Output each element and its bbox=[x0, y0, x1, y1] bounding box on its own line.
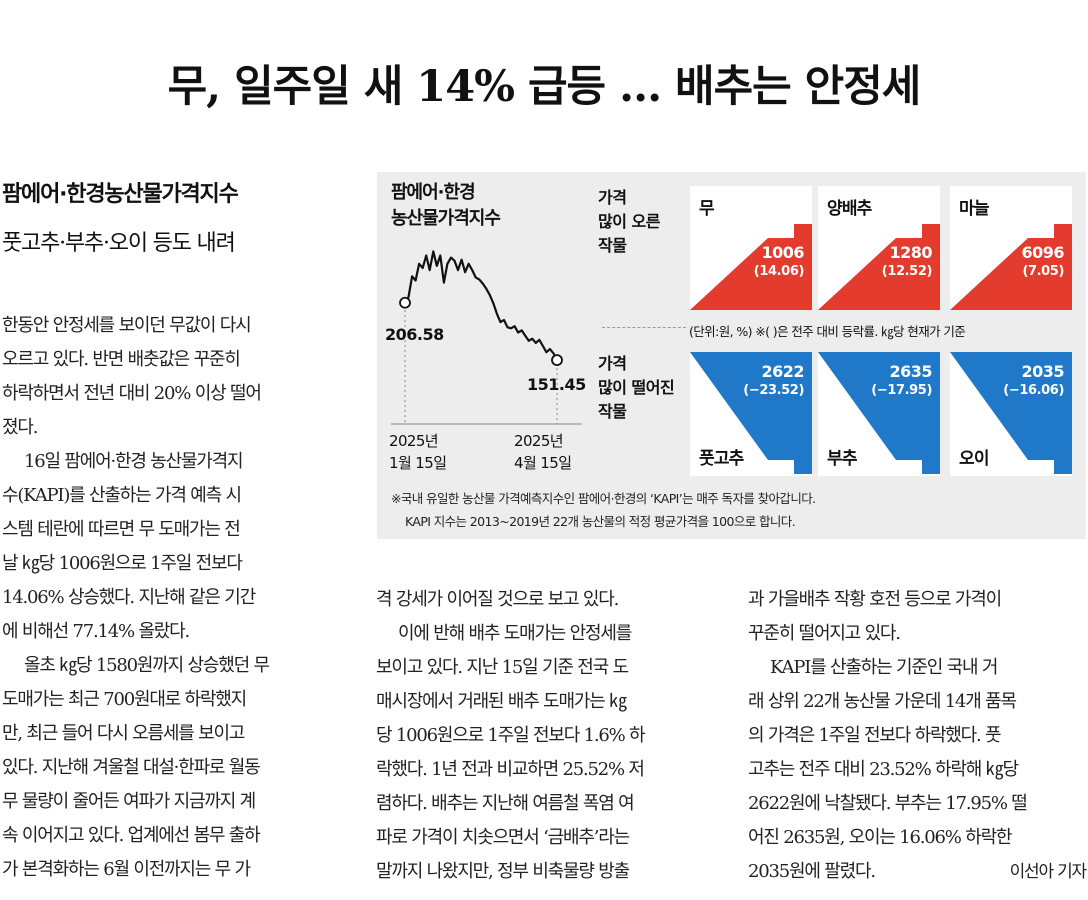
article-line: 락했다. 1년 전과 비교하면 25.52% 저 bbox=[376, 759, 645, 780]
crop-name: 풋고추 bbox=[699, 449, 744, 469]
article-line: 16일 팜에어·한경 농산물가격지 bbox=[24, 451, 244, 472]
price-value: 1280 (12.52) bbox=[881, 243, 933, 281]
article-line: 꾸준히 떨어지고 있다. bbox=[748, 623, 901, 644]
article-line: 속 이어지고 있다. 업계에선 봄무 출하 bbox=[2, 825, 261, 846]
article-line: 하락하면서 전년 대비 20% 이상 떨어 bbox=[2, 383, 262, 404]
price-value: 2635 (−17.95) bbox=[871, 362, 932, 400]
article-line: 2035원에 팔렸다. 이선아 기자 bbox=[748, 855, 1088, 889]
up-arrow-icon bbox=[818, 224, 940, 310]
chart-title: 팜에어·한경 농산물가격지수 bbox=[391, 182, 501, 229]
weekly-change: (−16.06) bbox=[1003, 383, 1064, 398]
price-value: 6096 (7.05) bbox=[1021, 243, 1064, 281]
fall-card-3: 오이 2035 (−16.06) bbox=[950, 352, 1072, 476]
article-line: 14.06% 상승했다. 지난해 같은 기간 bbox=[2, 587, 256, 608]
subheadline-index: 팜에어·한경농산물가격지수 bbox=[2, 182, 239, 207]
weekly-change: (12.52) bbox=[881, 264, 933, 279]
article-line: 매시장에서 거래된 배추 도매가는 ㎏ bbox=[376, 691, 627, 712]
article-line: 만, 최근 들어 다시 오름세를 보이고 bbox=[2, 723, 245, 744]
fall-card-2: 부추 2635 (−17.95) bbox=[818, 352, 940, 476]
crop-name: 무 bbox=[699, 199, 715, 219]
article-line: 당 1006원으로 1주일 전보다 1.6% 하 bbox=[376, 725, 646, 746]
article-line: 과 가을배추 작황 호전 등으로 가격이 bbox=[748, 589, 1002, 610]
article-line: 한동안 안정세를 보이던 무값이 다시 bbox=[2, 315, 252, 336]
index-series-line bbox=[404, 250, 558, 361]
article-line: 렴하다. 배추는 지난해 여름철 폭염 여 bbox=[376, 793, 635, 814]
reporter-byline: 이선아 기자 bbox=[1009, 862, 1088, 882]
unit-note: (단위:원, %) ※( )은 전주 대비 등락률. ㎏당 현재가 기준 bbox=[689, 324, 966, 339]
price: 1280 bbox=[889, 243, 932, 262]
article-line: 가 본격화하는 6월 이전까지는 무 가 bbox=[2, 859, 251, 880]
article-line: 있다. 지난해 겨울철 대설·한파로 월동 bbox=[2, 757, 261, 778]
article-line: 보이고 있다. 지난 15일 기준 전국 도 bbox=[376, 657, 629, 678]
article-line: 2622원에 낙찰됐다. 부추는 17.95% 떨 bbox=[748, 793, 1028, 814]
article-line: 도매가는 최근 700원대로 하락했지 bbox=[2, 689, 247, 710]
article-line: 의 가격은 1주일 전보다 하락했다. 풋 bbox=[748, 725, 1002, 746]
footnote-1: ※국내 유일한 농산물 가격예측지수인 팜에어·한경의 ‘KAPI’는 매주 독… bbox=[391, 491, 816, 506]
start-point-marker bbox=[399, 296, 411, 309]
article-line: 래 상위 22개 농산물 가운데 14개 품목 bbox=[748, 691, 1017, 712]
article-line: 에 비해선 77.14% 올랐다. bbox=[2, 621, 190, 642]
start-date-label: 2025년 1월 15일 bbox=[389, 432, 447, 472]
price-value: 1006 (14.06) bbox=[753, 243, 805, 281]
down-arrow-icon bbox=[950, 352, 1072, 474]
rising-crops-label: 가격 많이 오른 작물 bbox=[598, 188, 660, 255]
article-line: 무 물량이 줄어든 여파가 지금까지 계 bbox=[2, 791, 256, 812]
crop-name: 마늘 bbox=[959, 199, 989, 219]
article-line: 날 ㎏당 1006원으로 1주일 전보다 bbox=[2, 553, 243, 574]
price-value: 2035 (−16.06) bbox=[1003, 362, 1064, 400]
price: 2622 bbox=[761, 362, 804, 381]
crop-name: 부추 bbox=[827, 449, 857, 469]
article-line: 수(KAPI)를 산출하는 가격 예측 시 bbox=[2, 485, 242, 506]
end-value-label: 151.45 bbox=[527, 375, 586, 394]
article-line: 말까지 나왔지만, 정부 비축물량 방출 bbox=[376, 861, 630, 882]
article-line: 올초 ㎏당 1580원까지 상승했던 무 bbox=[24, 655, 270, 676]
fall-card-1: 풋고추 2622 (−23.52) bbox=[690, 352, 812, 476]
article-line: 스템 테란에 따르면 무 도매가는 전 bbox=[2, 519, 241, 540]
down-arrow-icon bbox=[818, 352, 940, 474]
start-value-label: 206.58 bbox=[385, 325, 444, 344]
article-line: 격 강세가 이어질 것으로 보고 있다. bbox=[376, 589, 619, 610]
weekly-change: (7.05) bbox=[1022, 264, 1064, 279]
end-date-label: 2025년 4월 15일 bbox=[514, 432, 572, 472]
weekly-change: (14.06) bbox=[753, 264, 805, 279]
article-line-text: 2035원에 팔렸다. bbox=[748, 861, 876, 882]
article-line: KAPI를 산출하는 기준인 국내 거 bbox=[770, 657, 998, 678]
rise-card-2: 양배추 1280 (12.52) bbox=[818, 186, 940, 310]
article-line: 졌다. bbox=[2, 417, 38, 438]
crop-name: 양배추 bbox=[827, 199, 872, 219]
article-line: 이에 반해 배추 도매가는 안정세를 bbox=[398, 623, 632, 644]
rise-card-3: 마늘 6096 (7.05) bbox=[950, 186, 1072, 310]
weekly-change: (−17.95) bbox=[871, 383, 932, 398]
price-index-line-chart bbox=[391, 250, 582, 425]
falling-crops-label: 가격 많이 떨어진 작물 bbox=[598, 354, 675, 421]
price-value: 2622 (−23.52) bbox=[743, 362, 804, 400]
price: 6096 bbox=[1021, 243, 1064, 262]
price: 2035 bbox=[1021, 362, 1064, 381]
price: 2635 bbox=[889, 362, 932, 381]
end-point-marker bbox=[551, 354, 563, 366]
footnote-2: KAPI 지수는 2013~2019년 22개 농산물의 적정 평균가격을 10… bbox=[405, 514, 796, 529]
article-line: 어진 2635원, 오이는 16.06% 하락한 bbox=[748, 827, 1012, 848]
up-arrow-icon bbox=[690, 224, 812, 310]
article-line: 고추는 전주 대비 23.52% 하락해 ㎏당 bbox=[748, 759, 1019, 780]
headline: 무, 일주일 새 14% 급등 … 배추는 안정세 bbox=[167, 62, 922, 112]
infographic-panel: 팜에어·한경 농산물가격지수 206.58 151.45 2025년 1월 15일… bbox=[377, 172, 1086, 539]
weekly-change: (−23.52) bbox=[743, 383, 804, 398]
up-arrow-icon bbox=[950, 224, 1072, 310]
rise-card-1: 무 1006 (14.06) bbox=[690, 186, 812, 310]
down-arrow-icon bbox=[690, 352, 812, 474]
article-line: 파로 가격이 치솟으면서 ‘금배추’라는 bbox=[376, 827, 630, 848]
article-line: 오르고 있다. 반면 배춧값은 꾸준히 bbox=[2, 349, 241, 370]
subheadline-crops: 풋고추·부추·오이 등도 내려 bbox=[2, 231, 236, 256]
divider bbox=[602, 327, 686, 328]
price: 1006 bbox=[761, 243, 804, 262]
crop-name: 오이 bbox=[959, 449, 989, 469]
